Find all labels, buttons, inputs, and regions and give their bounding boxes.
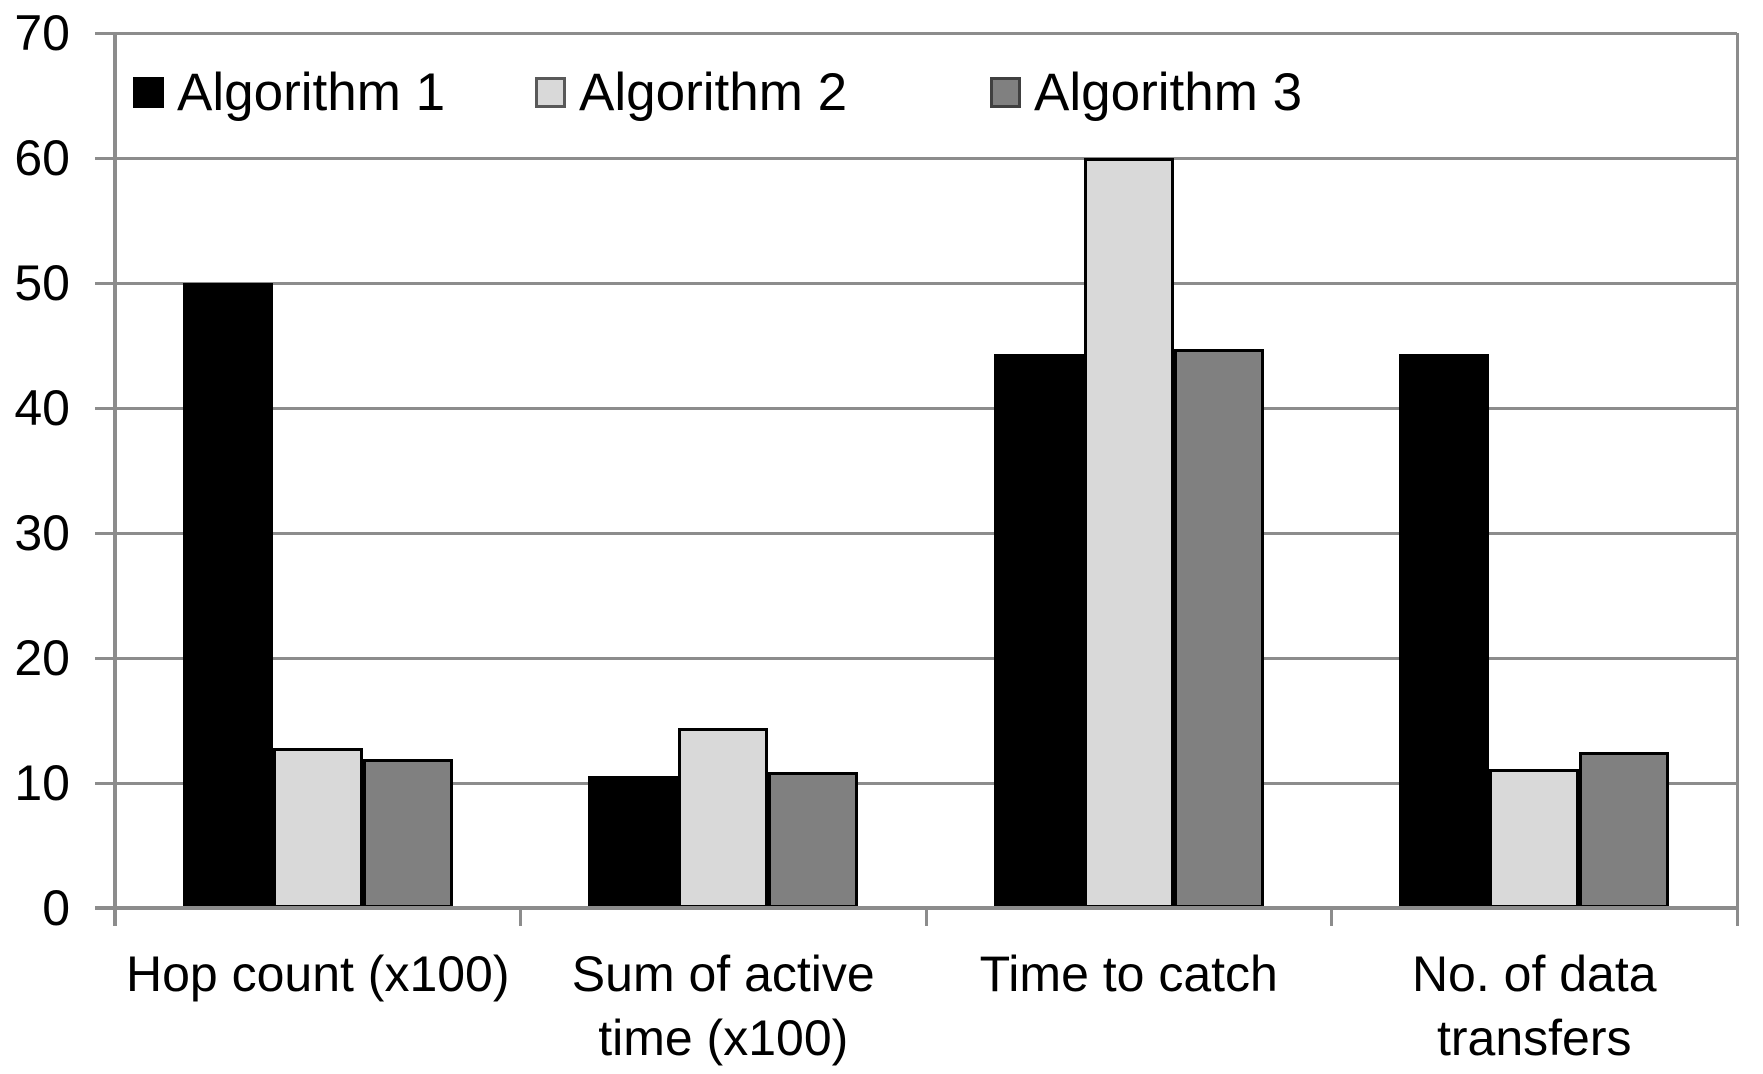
legend-swatch-algorithm-2-icon [535,77,566,108]
y-axis-tick-label: 30 [14,505,70,561]
y-axis-tick [95,31,115,35]
bar-algorithm-2 [272,748,363,908]
y-axis-tick-label: 20 [14,630,70,686]
bar-algorithm-1 [182,283,273,908]
y-axis-tick-label: 50 [14,255,70,311]
y-axis-tick-label: 60 [14,130,70,186]
bar-algorithm-2 [1489,769,1580,908]
bar-algorithm-2 [1083,158,1174,908]
y-axis-tick [95,406,115,410]
bar-algorithm-3 [362,759,453,908]
legend-label-algorithm-1: Algorithm 1 [177,63,446,122]
gridline [115,406,1737,410]
x-axis-label-line: Hop count (x100) [125,946,510,1002]
x-axis-label: Time to catch [879,942,1379,1006]
x-axis-label: Hop count (x100) [68,942,568,1006]
y-axis-tick-label: 70 [14,5,70,61]
y-axis-tick-label: 10 [14,755,70,811]
bar-algorithm-3 [1173,349,1264,908]
x-axis-label: No. of data transfers [1284,942,1763,1070]
x-axis-label: Sum of active time (x100) [473,942,973,1070]
x-axis-label-line: time (x100) [598,1010,849,1066]
y-axis-tick [95,281,115,285]
gridline [115,156,1737,160]
x-axis-tick [924,908,928,926]
y-axis-tick [95,781,115,785]
x-axis-label-line: No. of data [1411,946,1657,1002]
legend-label-algorithm-2: Algorithm 2 [579,63,848,122]
x-axis-label-line: Time to catch [979,946,1278,1002]
y-axis-tick [95,531,115,535]
gridline [115,531,1737,535]
y-axis-tick-label: 0 [42,880,70,936]
bar-algorithm-1 [993,354,1084,908]
x-axis-tick [1330,908,1333,926]
plot-right-border [1735,33,1739,926]
bar-algorithm-1 [588,775,679,908]
bar-algorithm-3 [768,771,859,908]
gridline [115,781,1737,785]
x-axis-tick [519,908,522,926]
bar-algorithm-2 [678,728,769,908]
gridline [115,31,1737,35]
legend-label-algorithm-3: Algorithm 3 [1034,63,1303,122]
bar-algorithm-1 [1399,354,1490,908]
x-axis-line [95,906,1737,910]
y-axis-line [113,33,117,926]
legend-swatch-algorithm-1-icon [133,77,164,108]
legend-swatch-algorithm-3-icon [990,77,1021,108]
y-axis-tick [95,156,115,160]
gridline [115,656,1737,660]
x-axis-label-line: Sum of active [571,946,875,1002]
y-axis-tick-label: 40 [14,380,70,436]
y-axis-tick [95,656,115,660]
x-axis-label-line: transfers [1436,1010,1632,1066]
gridline [115,281,1737,285]
bar-algorithm-3 [1579,751,1670,908]
